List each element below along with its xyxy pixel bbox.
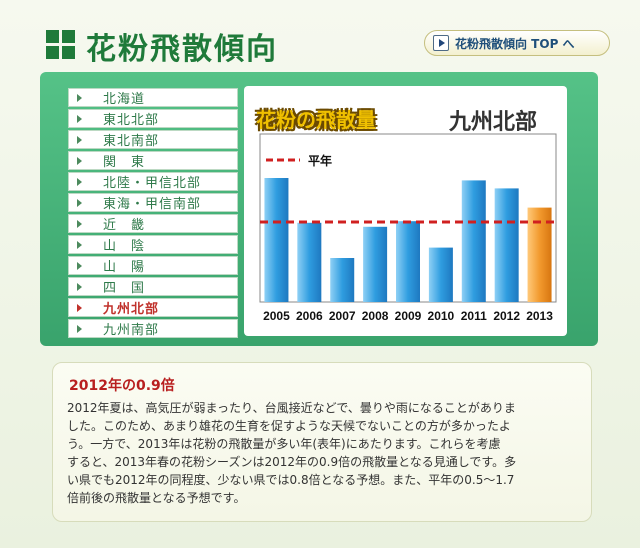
chart-card: 2005 2006 2007 2008 2009 2010 2011 2012 2013 平年 花… [244,86,567,336]
bar-2006 [297,222,322,302]
region-item-label: 北陸・甲信北部 [103,176,202,191]
region-item[interactable]: 九州北部 [68,298,238,317]
region-item[interactable]: 九州南部 [68,319,238,338]
chevron-right-icon [69,115,89,123]
chevron-right-icon [69,262,89,270]
info-line: 倍前後の飛散量となる予想です。 [67,491,246,505]
chevron-right-icon [69,304,89,312]
region-item-label: 東海・甲信南部 [103,197,202,212]
chevron-right-icon [69,157,89,165]
info-line: した。このため、あまり雄花の生育を促すような天候でないことの方が多かったよ [67,419,511,433]
region-item[interactable]: 四 国 [68,277,238,296]
region-item[interactable]: 山 陽 [68,256,238,275]
region-item-label: 北海道 [103,92,146,107]
bar-2008 [363,226,388,302]
pollen-top-link-label: 花粉飛散傾向 TOP へ [455,36,575,51]
x-tick-label: 2010 [428,309,455,323]
page-title: 花粉飛散傾向 [86,32,278,67]
play-icon [433,35,449,51]
x-tick-label: 2009 [395,309,422,323]
chevron-right-icon [69,94,89,102]
info-box: 2012年の0.9倍 2012年夏は、高気圧が弱まったり、台風接近などで、曇りや… [52,362,592,522]
region-item[interactable]: 北陸・甲信北部 [68,172,238,191]
bar-2005 [264,178,289,302]
bar-2007 [330,258,355,302]
bar-2009 [396,221,420,302]
region-item-label: 山 陽 [103,260,146,275]
region-item-label: 九州北部 [103,302,160,317]
x-tick-label: 2013 [526,309,553,323]
legend-label: 平年 [308,153,332,168]
region-item-label: 近 畿 [103,218,146,233]
pollen-chart: 2005 2006 2007 2008 2009 2010 2011 2012 2013 平年 [259,133,557,323]
bar-2010 [428,247,453,302]
region-item-label: 四 国 [103,281,146,296]
region-item[interactable]: 近 畿 [68,214,238,233]
chevron-right-icon [69,283,89,291]
region-item-label: 関 東 [103,155,146,170]
x-tick-label: 2011 [461,309,487,323]
chevron-right-icon [69,220,89,228]
chevron-right-icon [69,178,89,186]
pollen-top-link[interactable]: 花粉飛散傾向 TOP へ [424,30,610,56]
x-tick-label: 2008 [362,309,389,323]
x-tick-label: 2012 [493,309,520,323]
chevron-right-icon [69,241,89,249]
header: 花粉飛散傾向 花粉飛散傾向 TOP へ [0,0,640,72]
x-tick-label: 2007 [329,309,356,323]
x-tick-label: 2005 [263,309,290,323]
info-line: う。一方で、2013年は花粉の飛散量が多い年(表年)にあたります。これらを考慮 [67,437,501,451]
info-line: 2012年夏は、高気圧が弱まったり、台風接近などで、曇りや雨になることがありま [67,401,516,415]
region-item[interactable]: 東北南部 [68,130,238,149]
bar-2012 [494,188,519,302]
region-item[interactable]: 山 陰 [68,235,238,254]
region-menu: 北海道東北北部東北南部関 東北陸・甲信北部 東海・甲信南部近 畿山 陰山 陽四 国… [68,88,238,340]
chart-title: 花粉の飛散量 [256,108,376,132]
region-item[interactable]: 北海道 [68,88,238,107]
region-item-label: 東北北部 [103,113,160,128]
region-item[interactable]: 関 東 [68,151,238,170]
region-item[interactable]: 東北北部 [68,109,238,128]
chevron-right-icon [69,325,89,333]
info-line: すると、2013年春の花粉シーズンは2012年の0.9倍の飛散量となる見通しです… [67,455,517,469]
grid-logo-icon [46,30,76,60]
region-item-label: 東北南部 [103,134,160,149]
chart-region-label: 九州北部 [449,110,538,135]
info-body: 2012年夏は、高気圧が弱まったり、台風接近などで、曇りや雨になることがありまし… [67,399,579,507]
bar-2011 [461,180,486,302]
region-item-label: 九州南部 [103,323,160,338]
x-tick-label: 2006 [296,309,323,323]
chevron-right-icon [69,136,89,144]
info-line: い県でも2012年の同程度、少ない県では0.8倍となる予想。また、平年の0.5～… [67,473,515,487]
info-heading: 2012年の0.9倍 [69,378,175,394]
region-item-label: 山 陰 [103,239,146,254]
chevron-right-icon [69,199,89,207]
region-item[interactable]: 東海・甲信南部 [68,193,238,212]
